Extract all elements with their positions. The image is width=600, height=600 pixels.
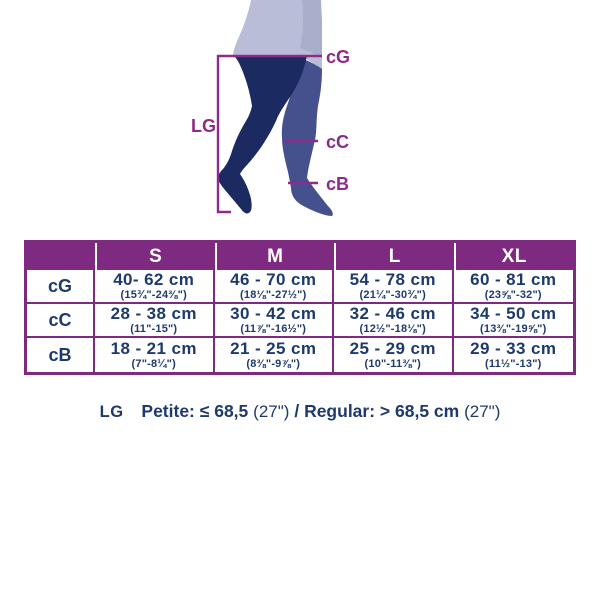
- cm-range: 34 - 50 cm: [470, 304, 557, 323]
- cm-range: 29 - 33 cm: [470, 339, 557, 358]
- front-leg: [218, 55, 307, 214]
- size-table: S M L XL cG 40- 62 cm (15¾"-24⅜") 46 - 7…: [24, 240, 576, 375]
- cell-cb-l: 25 - 29 cm (10"-11⅜"): [334, 338, 454, 372]
- inch-range: (10"-11⅜"): [364, 358, 421, 370]
- row-label-cg: cG: [27, 270, 95, 304]
- cb-label: cB: [326, 174, 349, 194]
- col-header-l: L: [334, 243, 454, 270]
- col-header-m: M: [214, 243, 334, 270]
- cm-range: 46 - 70 cm: [230, 270, 317, 289]
- cell-cb-s: 18 - 21 cm (7"-8¼"): [95, 338, 215, 372]
- inch-range: (12½"-18⅛"): [359, 323, 426, 335]
- note-lg-label: LG: [99, 403, 124, 421]
- note-petite-inches: (27"): [253, 402, 290, 421]
- inch-range: (18⅛"-27½"): [240, 289, 307, 301]
- cm-range: 60 - 81 cm: [470, 270, 557, 289]
- cell-cg-l: 54 - 78 cm (21¼"-30¾"): [334, 270, 454, 304]
- note-regular-inches: (27"): [464, 402, 501, 421]
- cell-cc-xl: 34 - 50 cm (13⅜"-19⅝"): [453, 304, 573, 338]
- lg-bracket-and-cg-line: [216, 54, 322, 214]
- inch-range: (8⅜"-9⅞"): [246, 358, 301, 370]
- cm-range: 21 - 25 cm: [230, 339, 317, 358]
- inch-range: (11⅞"-16½"): [240, 323, 307, 335]
- note-petite: Petite: ≤ 68,5: [141, 401, 249, 421]
- inch-range: (13⅜"-19⅝"): [480, 323, 547, 335]
- cell-cc-m: 30 - 42 cm (11⅞"-16½"): [214, 304, 334, 338]
- row-label-cb: cB: [27, 338, 95, 372]
- col-header-xl: XL: [453, 243, 573, 270]
- cell-cg-m: 46 - 70 cm (18⅛"-27½"): [214, 270, 334, 304]
- cm-range: 30 - 42 cm: [230, 304, 317, 323]
- row-label-cc: cC: [27, 304, 95, 338]
- cm-range: 54 - 78 cm: [349, 270, 436, 289]
- cm-range: 32 - 46 cm: [349, 304, 436, 323]
- inch-range: (11"-15"): [130, 323, 178, 335]
- cm-range: 25 - 29 cm: [349, 339, 436, 358]
- note-separator: /: [294, 401, 300, 421]
- cm-range: 28 - 38 cm: [110, 304, 197, 323]
- inch-range: (7"-8¼"): [131, 358, 176, 370]
- body-shade: [300, 0, 322, 58]
- measurement-labels: cG cC cB LG: [191, 47, 350, 194]
- cm-range: 40- 62 cm: [113, 270, 195, 289]
- length-note: LG Petite: ≤ 68,5 (27") / Regular: > 68,…: [0, 399, 600, 424]
- cc-label: cC: [326, 132, 349, 152]
- measurement-lines: [216, 54, 322, 214]
- inch-range: (23⅝"-32"): [484, 289, 542, 301]
- cell-cg-s: 40- 62 cm (15¾"-24⅜"): [95, 270, 215, 304]
- cell-cb-xl: 29 - 33 cm (11½"-13"): [453, 338, 573, 372]
- lg-label: LG: [191, 116, 216, 136]
- cell-cc-s: 28 - 38 cm (11"-15"): [95, 304, 215, 338]
- note-regular: Regular: > 68,5 cm: [304, 401, 460, 421]
- inch-range: (11½"-13"): [485, 358, 542, 370]
- body-silhouette: [233, 0, 322, 70]
- cell-cc-l: 32 - 46 cm (12½"-18⅛"): [334, 304, 454, 338]
- cg-label: cG: [326, 47, 350, 67]
- leg-measurement-diagram: cG cC cB LG: [191, 0, 350, 216]
- cell-cb-m: 21 - 25 cm (8⅜"-9⅞"): [214, 338, 334, 372]
- cell-cg-xl: 60 - 81 cm (23⅝"-32"): [453, 270, 573, 304]
- inch-range: (21¼"-30¾"): [359, 289, 426, 301]
- col-header-s: S: [95, 243, 215, 270]
- cm-range: 18 - 21 cm: [110, 339, 197, 358]
- inch-range: (15¾"-24⅜"): [120, 289, 187, 301]
- table-corner-cell: [27, 243, 95, 270]
- back-leg: [281, 57, 333, 216]
